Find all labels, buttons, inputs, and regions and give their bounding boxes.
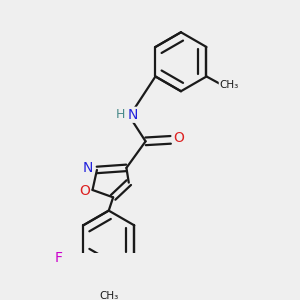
Text: N: N [82, 161, 93, 176]
Text: CH₃: CH₃ [220, 80, 239, 90]
Text: O: O [79, 184, 90, 199]
Text: N: N [128, 108, 138, 122]
Text: F: F [55, 251, 63, 265]
Text: O: O [173, 131, 184, 146]
Text: H: H [116, 108, 125, 121]
Text: CH₃: CH₃ [99, 290, 118, 300]
